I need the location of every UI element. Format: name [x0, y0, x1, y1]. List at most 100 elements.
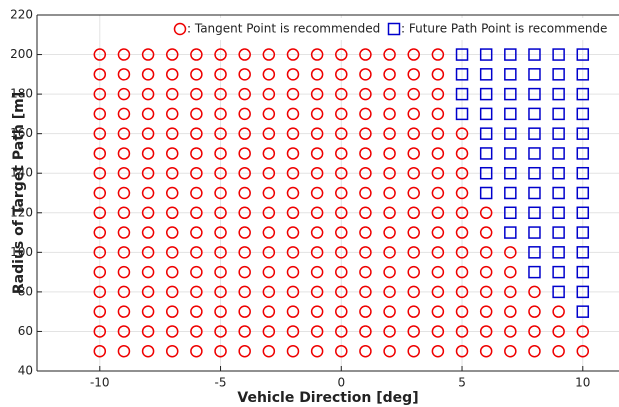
circle-marker [190, 325, 203, 338]
circle-marker [190, 87, 203, 101]
circle-marker [93, 305, 107, 318]
circle-marker [455, 285, 469, 299]
square-marker [479, 87, 493, 101]
circle-marker [190, 206, 203, 220]
y-tick-label: 100 [10, 245, 33, 259]
x-axis-title: Vehicle Direction [deg] [237, 390, 418, 406]
circle-marker [190, 344, 203, 358]
circle-marker [310, 285, 324, 299]
circle-marker [431, 147, 445, 160]
circle-marker [214, 226, 227, 239]
circle-marker [359, 226, 372, 239]
circle-marker [238, 68, 251, 81]
square-marker [528, 147, 541, 160]
circle-marker [407, 305, 420, 318]
square-marker [552, 265, 565, 279]
circle-marker [455, 325, 469, 338]
circle-marker [407, 186, 420, 200]
circle-marker [286, 127, 300, 140]
circle-marker [165, 166, 179, 180]
circle-marker [190, 48, 203, 61]
circle-marker [335, 127, 348, 140]
circle-marker [141, 246, 155, 259]
circle-marker [190, 265, 203, 279]
circle-marker [262, 206, 276, 220]
circle-marker [117, 344, 131, 358]
circle-marker [238, 246, 251, 259]
circle-marker [383, 265, 396, 279]
circle-marker [93, 147, 107, 160]
circle-marker [455, 226, 469, 239]
y-tick-label: 200 [10, 47, 33, 61]
square-marker [576, 107, 590, 121]
circle-marker [165, 107, 179, 121]
circle-marker [383, 344, 396, 358]
square-marker [576, 206, 590, 220]
square-marker [576, 186, 590, 200]
circle-marker [165, 305, 179, 318]
circle-marker [117, 87, 131, 101]
circle-marker [359, 285, 372, 299]
square-marker [552, 226, 565, 239]
circle-marker [117, 285, 131, 299]
circle-marker [165, 186, 179, 200]
circle-marker [310, 48, 324, 61]
y-tick-label: 220 [10, 8, 33, 22]
circle-marker [93, 325, 107, 338]
circle-marker [335, 226, 348, 239]
circle-marker [504, 265, 517, 279]
square-marker [552, 68, 565, 81]
circle-marker [383, 285, 396, 299]
circle-marker [431, 285, 445, 299]
circle-marker [335, 285, 348, 299]
square-marker [479, 107, 493, 121]
circle-marker [262, 127, 276, 140]
circle-marker [407, 265, 420, 279]
circle-marker [407, 48, 420, 61]
circle-marker [407, 206, 420, 220]
circle-marker [407, 127, 420, 140]
circle-marker [141, 206, 155, 220]
square-marker [504, 48, 517, 61]
circle-marker [359, 68, 372, 81]
circle-marker [286, 87, 300, 101]
square-marker [576, 226, 590, 239]
circle-marker [214, 127, 227, 140]
circle-marker [286, 166, 300, 180]
circle-marker [455, 206, 469, 220]
circle-marker [165, 344, 179, 358]
circle-marker [117, 265, 131, 279]
square-marker [552, 206, 565, 220]
x-tick-label: -5 [215, 376, 227, 390]
circle-marker [431, 87, 445, 101]
circle-marker [238, 265, 251, 279]
circle-marker [431, 265, 445, 279]
circle-marker [383, 48, 396, 61]
circle-marker [310, 147, 324, 160]
circle-marker [165, 226, 179, 239]
circle-marker [117, 147, 131, 160]
y-tick-label: 160 [10, 126, 33, 140]
circle-marker [407, 107, 420, 121]
square-marker [528, 226, 541, 239]
circle-marker [504, 344, 517, 358]
square-marker [552, 87, 565, 101]
circle-marker [528, 305, 541, 318]
square-marker [576, 68, 590, 81]
circle-marker [141, 127, 155, 140]
circle-marker [528, 325, 541, 338]
circle-marker [214, 166, 227, 180]
square-marker [504, 147, 517, 160]
circle-marker [431, 305, 445, 318]
circle-marker [455, 344, 469, 358]
legend-label: : Future Path Point is recommende [401, 22, 607, 36]
circle-marker [262, 265, 276, 279]
circle-marker [117, 226, 131, 239]
y-tick-label: 140 [10, 166, 33, 180]
circle-marker [286, 48, 300, 61]
circle-marker [431, 48, 445, 61]
circle-marker [310, 344, 324, 358]
circle-marker [190, 127, 203, 140]
circle-marker [479, 285, 493, 299]
circle-marker [238, 305, 251, 318]
